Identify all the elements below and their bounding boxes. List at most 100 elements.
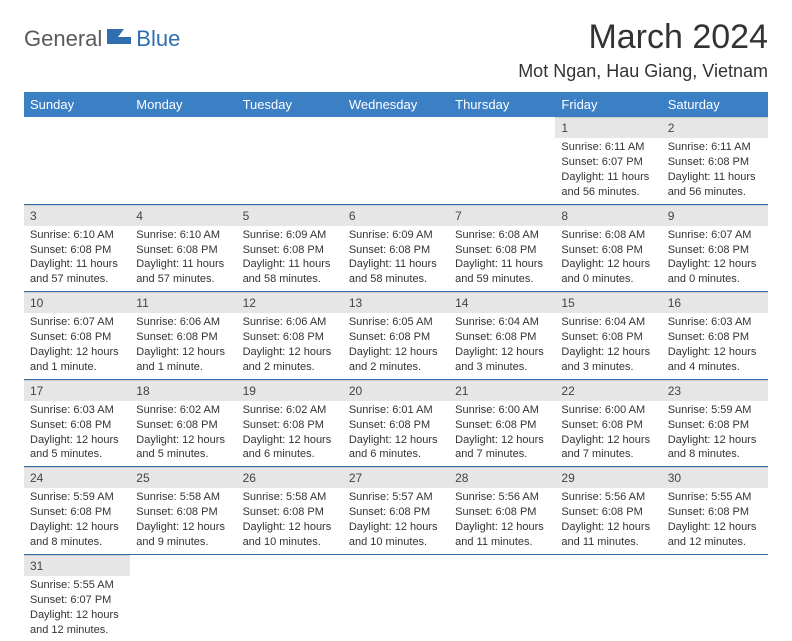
calendar-day-cell: 28Sunrise: 5:56 AMSunset: 6:08 PMDayligh… — [449, 467, 555, 555]
day-details: Sunrise: 6:05 AMSunset: 6:08 PMDaylight:… — [343, 313, 449, 378]
calendar-day-cell: . — [449, 117, 555, 204]
calendar-day-cell: 27Sunrise: 5:57 AMSunset: 6:08 PMDayligh… — [343, 467, 449, 555]
daylight-text: Daylight: 12 hours and 2 minutes. — [243, 345, 337, 375]
daylight-text: Daylight: 12 hours and 3 minutes. — [561, 345, 655, 375]
weekday-header: Saturday — [662, 92, 768, 117]
weekday-header: Monday — [130, 92, 236, 117]
page-header: General Blue March 2024 Mot Ngan, Hau Gi… — [24, 18, 768, 82]
daylight-text: Daylight: 12 hours and 6 minutes. — [349, 433, 443, 463]
calendar-body: .....1Sunrise: 6:11 AMSunset: 6:07 PMDay… — [24, 117, 768, 641]
daylight-text: Daylight: 12 hours and 1 minute. — [30, 345, 124, 375]
day-number: 20 — [343, 380, 449, 401]
daylight-text: Daylight: 12 hours and 10 minutes. — [349, 520, 443, 550]
sunrise-text: Sunrise: 5:58 AM — [136, 490, 230, 505]
day-details: Sunrise: 6:04 AMSunset: 6:08 PMDaylight:… — [449, 313, 555, 378]
day-number: 24 — [24, 467, 130, 488]
sunrise-text: Sunrise: 6:10 AM — [136, 228, 230, 243]
location-text: Mot Ngan, Hau Giang, Vietnam — [518, 61, 768, 82]
calendar-day-cell: 23Sunrise: 5:59 AMSunset: 6:08 PMDayligh… — [662, 379, 768, 467]
sunset-text: Sunset: 6:08 PM — [349, 505, 443, 520]
day-number: 15 — [555, 292, 661, 313]
calendar-day-cell: 5Sunrise: 6:09 AMSunset: 6:08 PMDaylight… — [237, 204, 343, 292]
calendar-day-cell: . — [555, 554, 661, 641]
sunrise-text: Sunrise: 6:02 AM — [243, 403, 337, 418]
day-number: 12 — [237, 292, 343, 313]
daylight-text: Daylight: 12 hours and 11 minutes. — [455, 520, 549, 550]
day-number: 28 — [449, 467, 555, 488]
weekday-header: Thursday — [449, 92, 555, 117]
flag-icon — [106, 28, 132, 51]
calendar-day-cell: 31Sunrise: 5:55 AMSunset: 6:07 PMDayligh… — [24, 554, 130, 641]
day-details: Sunrise: 5:58 AMSunset: 6:08 PMDaylight:… — [237, 488, 343, 553]
sunrise-text: Sunrise: 5:55 AM — [668, 490, 762, 505]
sunrise-text: Sunrise: 6:09 AM — [243, 228, 337, 243]
day-number: 13 — [343, 292, 449, 313]
sunset-text: Sunset: 6:08 PM — [30, 330, 124, 345]
weekday-header: Wednesday — [343, 92, 449, 117]
day-number: 9 — [662, 205, 768, 226]
sunset-text: Sunset: 6:08 PM — [349, 418, 443, 433]
sunset-text: Sunset: 6:07 PM — [30, 593, 124, 608]
day-number: 29 — [555, 467, 661, 488]
daylight-text: Daylight: 11 hours and 57 minutes. — [30, 257, 124, 287]
sunrise-text: Sunrise: 5:57 AM — [349, 490, 443, 505]
day-details: Sunrise: 6:06 AMSunset: 6:08 PMDaylight:… — [130, 313, 236, 378]
daylight-text: Daylight: 12 hours and 6 minutes. — [243, 433, 337, 463]
calendar-week-row: 31Sunrise: 5:55 AMSunset: 6:07 PMDayligh… — [24, 554, 768, 641]
calendar-day-cell: . — [24, 117, 130, 204]
daylight-text: Daylight: 12 hours and 5 minutes. — [136, 433, 230, 463]
sunrise-text: Sunrise: 6:04 AM — [561, 315, 655, 330]
day-number: 30 — [662, 467, 768, 488]
calendar-day-cell: 26Sunrise: 5:58 AMSunset: 6:08 PMDayligh… — [237, 467, 343, 555]
daylight-text: Daylight: 12 hours and 9 minutes. — [136, 520, 230, 550]
day-details: Sunrise: 6:07 AMSunset: 6:08 PMDaylight:… — [24, 313, 130, 378]
calendar-day-cell: 16Sunrise: 6:03 AMSunset: 6:08 PMDayligh… — [662, 292, 768, 380]
day-details: Sunrise: 5:56 AMSunset: 6:08 PMDaylight:… — [555, 488, 661, 553]
day-number: 26 — [237, 467, 343, 488]
day-details: Sunrise: 6:11 AMSunset: 6:07 PMDaylight:… — [555, 138, 661, 203]
day-number: 17 — [24, 380, 130, 401]
sunset-text: Sunset: 6:08 PM — [349, 330, 443, 345]
day-details: Sunrise: 6:08 AMSunset: 6:08 PMDaylight:… — [555, 226, 661, 291]
sunrise-text: Sunrise: 6:11 AM — [668, 140, 762, 155]
calendar-day-cell: 29Sunrise: 5:56 AMSunset: 6:08 PMDayligh… — [555, 467, 661, 555]
calendar-day-cell: 30Sunrise: 5:55 AMSunset: 6:08 PMDayligh… — [662, 467, 768, 555]
sunset-text: Sunset: 6:08 PM — [668, 505, 762, 520]
calendar-day-cell: 19 Sunrise: 6:02 AMSunset: 6:08 PMDayligh… — [237, 379, 343, 467]
sunset-text: Sunset: 6:08 PM — [455, 418, 549, 433]
calendar-day-cell: 6Sunrise: 6:09 AMSunset: 6:08 PMDaylight… — [343, 204, 449, 292]
day-number: 31 — [24, 555, 130, 576]
day-details: Sunrise: 6:09 AMSunset: 6:08 PMDaylight:… — [343, 226, 449, 291]
day-number: 3 — [24, 205, 130, 226]
sunrise-text: Sunrise: 6:07 AM — [668, 228, 762, 243]
day-details: Sunrise: 6:04 AMSunset: 6:08 PMDaylight:… — [555, 313, 661, 378]
calendar-day-cell: 22Sunrise: 6:00 AMSunset: 6:08 PMDayligh… — [555, 379, 661, 467]
weekday-header: Tuesday — [237, 92, 343, 117]
sunrise-text: Sunrise: 6:09 AM — [349, 228, 443, 243]
day-details: Sunrise: 6:00 AMSunset: 6:08 PMDaylight:… — [555, 401, 661, 466]
day-number: 19 — [237, 380, 343, 401]
sunset-text: Sunset: 6:08 PM — [561, 418, 655, 433]
sunset-text: Sunset: 6:08 PM — [30, 505, 124, 520]
sunrise-text: Sunrise: 6:10 AM — [30, 228, 124, 243]
weekday-header: Sunday — [24, 92, 130, 117]
calendar-week-row: 3Sunrise: 6:10 AMSunset: 6:08 PMDaylight… — [24, 204, 768, 292]
calendar-day-cell: 25Sunrise: 5:58 AMSunset: 6:08 PMDayligh… — [130, 467, 236, 555]
sunrise-text: Sunrise: 6:06 AM — [136, 315, 230, 330]
sunrise-text: Sunrise: 5:59 AM — [668, 403, 762, 418]
daylight-text: Daylight: 12 hours and 4 minutes. — [668, 345, 762, 375]
day-number: 8 — [555, 205, 661, 226]
day-number: 6 — [343, 205, 449, 226]
day-details: Sunrise: 6:09 AMSunset: 6:08 PMDaylight:… — [237, 226, 343, 291]
day-details: Sunrise: 5:55 AMSunset: 6:07 PMDaylight:… — [24, 576, 130, 641]
sunrise-text: Sunrise: 5:55 AM — [30, 578, 124, 593]
calendar-day-cell: . — [237, 117, 343, 204]
sunrise-text: Sunrise: 5:58 AM — [243, 490, 337, 505]
sunset-text: Sunset: 6:08 PM — [455, 330, 549, 345]
daylight-text: Daylight: 12 hours and 1 minute. — [136, 345, 230, 375]
sunrise-text: Sunrise: 6:08 AM — [455, 228, 549, 243]
calendar-day-cell: 8Sunrise: 6:08 AMSunset: 6:08 PMDaylight… — [555, 204, 661, 292]
weekday-header-row: SundayMondayTuesdayWednesdayThursdayFrid… — [24, 92, 768, 117]
daylight-text: Daylight: 11 hours and 57 minutes. — [136, 257, 230, 287]
sunset-text: Sunset: 6:08 PM — [243, 418, 337, 433]
